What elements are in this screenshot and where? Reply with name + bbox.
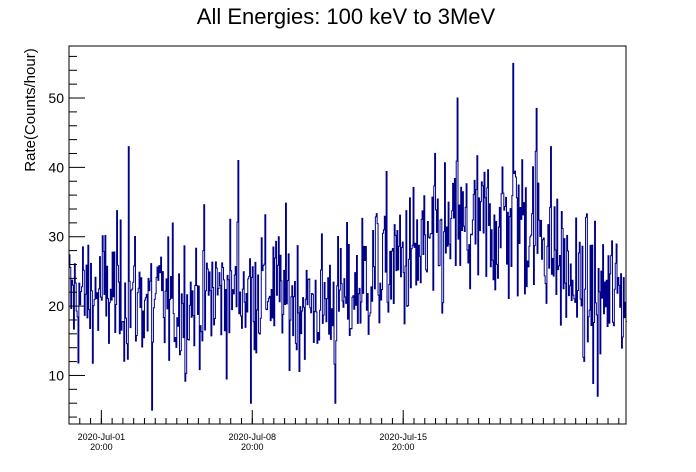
x-tick-label-date: 2020-Jul-08 — [229, 432, 277, 442]
y-axis: 10 20 30 40 50 — [48, 55, 85, 418]
chart-title: All Energies: 100 keV to 3MeV — [197, 4, 496, 29]
y-tick-label: 20 — [48, 298, 64, 314]
rate-series-line — [69, 62, 627, 411]
y-tick-label: 40 — [48, 159, 64, 175]
y-tick-label: 10 — [48, 367, 64, 383]
x-tick-label-time: 20:00 — [241, 442, 264, 452]
x-tick-label-date: 2020-Jul-01 — [78, 432, 126, 442]
x-tick-label-time: 20:00 — [392, 442, 415, 452]
plot-frame — [68, 45, 627, 425]
y-tick-label: 50 — [48, 90, 64, 106]
y-axis-label: Rate(Counts/hour) — [22, 48, 39, 171]
y-tick-label: 30 — [48, 229, 64, 245]
plot-data — [69, 62, 627, 411]
x-tick-label-time: 20:00 — [90, 442, 113, 452]
x-tick-label-date: 2020-Jul-15 — [379, 432, 427, 442]
x-axis: 2020-Jul-0120:002020-Jul-0820:002020-Jul… — [78, 410, 620, 452]
